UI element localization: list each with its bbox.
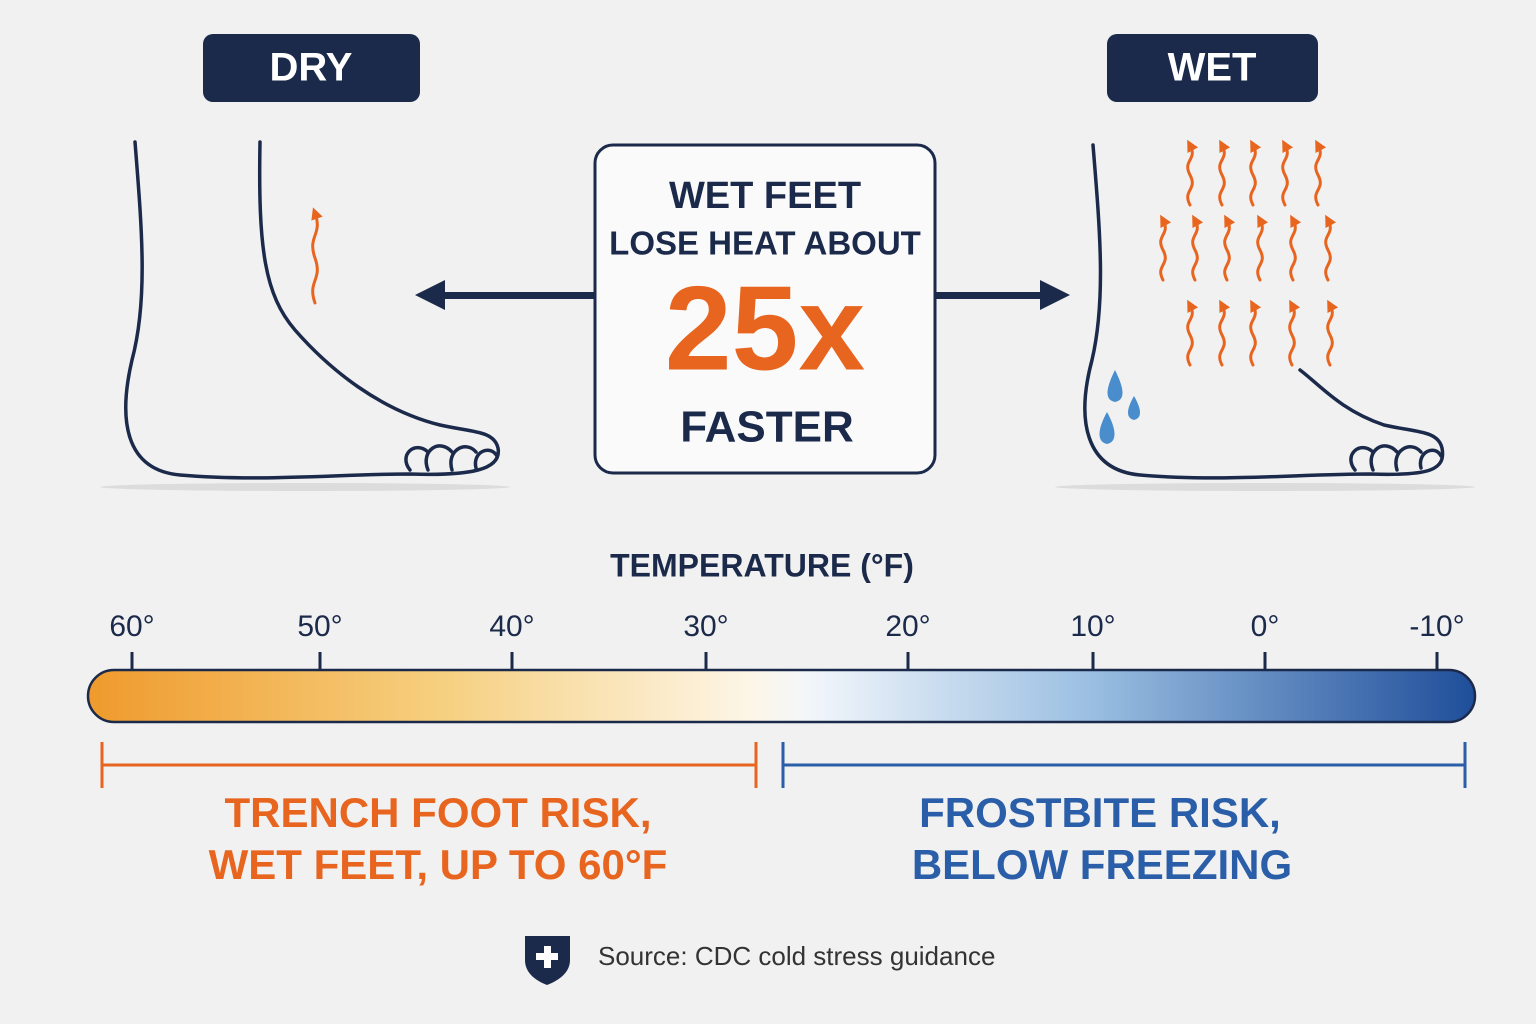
range-label: FROSTBITE RISK,	[919, 789, 1281, 836]
tick-label: -10°	[1409, 610, 1464, 643]
heat-arrow	[1223, 214, 1236, 282]
heat-arrow	[1326, 299, 1339, 367]
temperature-bar	[86, 668, 1477, 724]
tick-label: 30°	[683, 610, 728, 643]
callout-line: LOSE HEAT ABOUT	[609, 225, 921, 262]
heat-arrow	[1249, 299, 1262, 367]
heat-arrow	[1288, 299, 1301, 367]
tick-label: 0°	[1251, 610, 1280, 643]
dry-foot	[100, 140, 510, 491]
range-label: TRENCH FOOT RISK,	[225, 789, 652, 836]
heat-arrow	[1186, 299, 1199, 367]
range-label: WET FEET, UP TO 60°F	[209, 841, 668, 888]
callout-line: FASTER	[680, 403, 854, 452]
dry-badge	[203, 34, 420, 102]
range-label: BELOW FREEZING	[912, 841, 1292, 888]
frostbite-bracket	[781, 742, 1467, 788]
wet-foot	[1055, 143, 1475, 491]
heat-arrow	[1324, 214, 1337, 282]
tick-label: 10°	[1070, 610, 1115, 643]
heat-arrow	[311, 207, 323, 305]
callout-box	[593, 143, 937, 475]
heat-arrow	[1191, 214, 1204, 282]
source-note: Source: CDC cold stress guidance	[598, 941, 995, 971]
dry-label: DRY	[270, 46, 353, 90]
heat-arrow	[1218, 139, 1231, 207]
heat-arrow	[1256, 214, 1269, 282]
wet-badge	[1107, 34, 1318, 102]
tick-label: 40°	[489, 610, 534, 643]
tick-label: 50°	[297, 610, 342, 643]
scale-title: TEMPERATURE (°F)	[610, 547, 914, 583]
wet-label: WET	[1168, 46, 1257, 90]
tick-label: 20°	[885, 610, 930, 643]
shield-icon	[525, 936, 570, 985]
heat-arrow	[1314, 139, 1327, 207]
heat-arrow	[1218, 299, 1231, 367]
heat-arrow	[1249, 139, 1262, 207]
heat-arrow	[1186, 139, 1199, 207]
heat-arrow	[1281, 139, 1294, 207]
heat-arrows	[311, 139, 1339, 367]
heat-arrow	[1289, 214, 1302, 282]
trench-bracket	[100, 742, 758, 788]
heat-arrow	[1159, 214, 1172, 282]
callout-arrows	[415, 280, 1070, 310]
scale-ticks: 60° 50° 40° 30° 20° 10° 0° -10°	[109, 610, 1465, 670]
callout-line: WET FEET	[669, 175, 861, 217]
callout-figure: 25x	[665, 262, 865, 396]
tick-label: 60°	[109, 610, 154, 643]
